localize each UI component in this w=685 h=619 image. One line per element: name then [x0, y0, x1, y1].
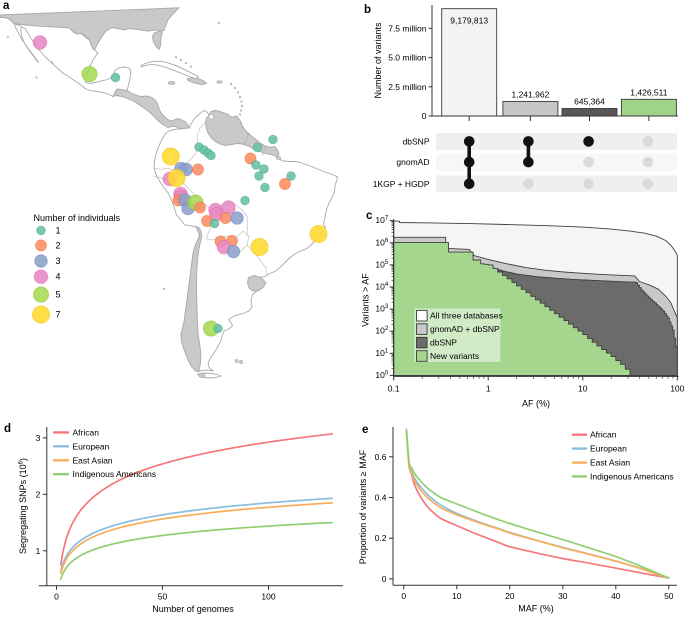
svg-text:3: 3: [36, 433, 41, 443]
svg-text:3: 3: [56, 256, 61, 266]
svg-text:10: 10: [452, 591, 462, 601]
svg-text:1: 1: [56, 225, 61, 235]
svg-text:Proportion of variants ≥ MAF: Proportion of variants ≥ MAF: [358, 449, 368, 564]
svg-text:Number of variants: Number of variants: [373, 22, 383, 99]
svg-text:dbSNP: dbSNP: [430, 338, 457, 348]
svg-text:30: 30: [558, 591, 568, 601]
svg-text:East Asian: East Asian: [73, 455, 113, 465]
svg-text:107: 107: [375, 215, 388, 225]
svg-text:African: African: [590, 430, 617, 440]
svg-text:c: c: [366, 210, 373, 222]
svg-text:All three databases: All three databases: [430, 311, 503, 321]
svg-text:0: 0: [382, 574, 387, 584]
svg-text:dbSNP: dbSNP: [403, 136, 430, 146]
svg-text:Variants > AF: Variants > AF: [361, 273, 371, 327]
svg-text:1,241,962: 1,241,962: [511, 89, 549, 99]
svg-text:5.0 million: 5.0 million: [388, 53, 427, 63]
svg-text:1KGP + HGDP: 1KGP + HGDP: [373, 179, 430, 189]
svg-text:100: 100: [670, 384, 684, 394]
svg-text:102: 102: [375, 326, 388, 336]
svg-text:2.5 million: 2.5 million: [388, 82, 427, 92]
svg-text:20: 20: [505, 591, 515, 601]
svg-text:Number of genomes: Number of genomes: [152, 604, 234, 614]
svg-text:a: a: [3, 0, 10, 12]
svg-text:0.4: 0.4: [375, 493, 387, 503]
svg-text:101: 101: [375, 348, 388, 358]
svg-text:d: d: [4, 423, 11, 435]
svg-text:4: 4: [56, 272, 61, 282]
svg-text:0.1: 0.1: [388, 384, 400, 394]
svg-text:gnomAD + dbSNP: gnomAD + dbSNP: [430, 324, 500, 334]
svg-text:Segregating SNPs (106): Segregating SNPs (106): [18, 458, 28, 554]
svg-text:2: 2: [36, 489, 41, 499]
svg-text:New variants: New variants: [430, 351, 479, 361]
svg-text:100: 100: [375, 370, 388, 380]
svg-text:MAF (%): MAF (%): [518, 604, 554, 614]
svg-text:b: b: [364, 4, 371, 16]
svg-text:e: e: [362, 424, 368, 436]
svg-text:50: 50: [158, 592, 168, 602]
svg-text:1,426,511: 1,426,511: [630, 87, 667, 97]
svg-text:104: 104: [375, 282, 388, 292]
svg-text:African: African: [73, 427, 100, 437]
svg-text:European: European: [73, 441, 110, 451]
svg-text:0.6: 0.6: [375, 452, 387, 462]
svg-text:100: 100: [261, 592, 275, 602]
svg-text:7: 7: [56, 310, 61, 320]
svg-text:1: 1: [36, 546, 41, 556]
svg-text:gnomAD: gnomAD: [396, 157, 429, 167]
svg-text:Indigenous Americans: Indigenous Americans: [590, 471, 674, 481]
svg-text:AF (%): AF (%): [522, 399, 550, 409]
svg-text:10: 10: [578, 384, 588, 394]
svg-text:645,364: 645,364: [574, 96, 605, 106]
svg-text:9,179,813: 9,179,813: [450, 16, 488, 26]
svg-text:0: 0: [401, 591, 406, 601]
svg-text:East Asian: East Asian: [590, 458, 630, 468]
svg-text:106: 106: [375, 237, 388, 247]
svg-text:Number of individuals: Number of individuals: [34, 213, 121, 223]
svg-text:103: 103: [375, 304, 388, 314]
svg-text:7.5 million: 7.5 million: [388, 23, 427, 33]
svg-text:European: European: [590, 444, 627, 454]
svg-text:50: 50: [664, 591, 674, 601]
svg-text:2: 2: [56, 240, 61, 250]
svg-text:Indigenous Americans: Indigenous Americans: [73, 469, 157, 479]
svg-text:105: 105: [375, 259, 388, 269]
svg-text:0: 0: [54, 592, 59, 602]
svg-text:0: 0: [422, 111, 427, 121]
svg-text:0.2: 0.2: [375, 533, 387, 543]
svg-text:5: 5: [56, 290, 61, 300]
svg-text:40: 40: [611, 591, 621, 601]
svg-text:1: 1: [486, 384, 491, 394]
